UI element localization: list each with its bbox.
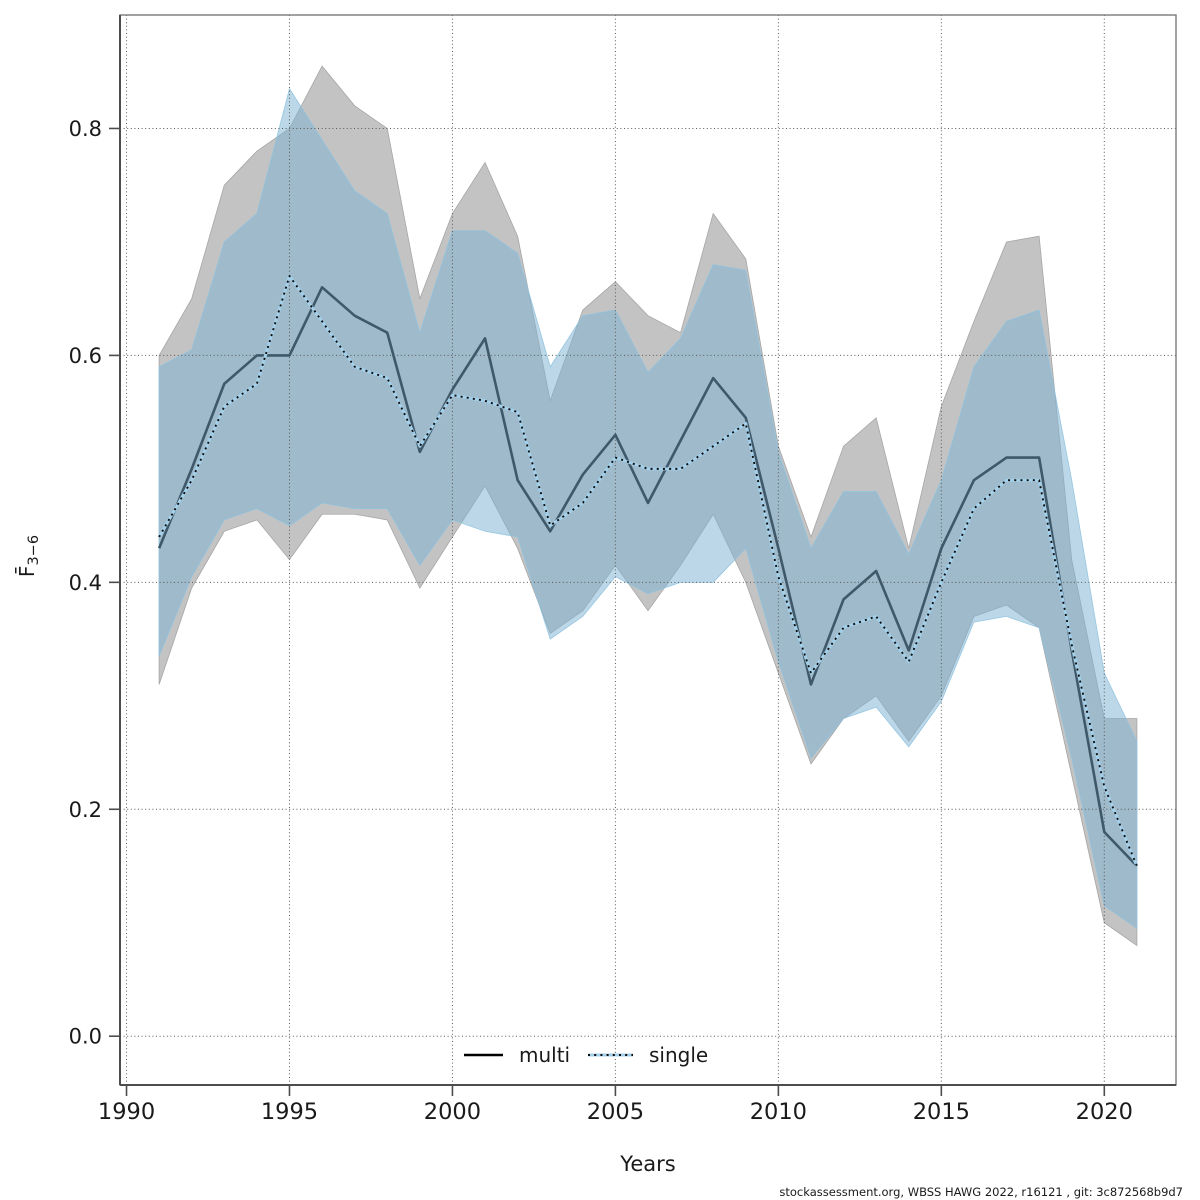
legend-multi-label: multi	[519, 1043, 570, 1067]
confidence-bands	[158, 65, 1138, 947]
x-tick-label-1995: 1995	[261, 1099, 318, 1125]
footer-attribution: stockassessment.org, WBSS HAWG 2022, r16…	[779, 1185, 1183, 1199]
legend-single-label: single	[649, 1043, 708, 1067]
legend: multi single	[464, 1043, 708, 1067]
y-axis-label-main: F̄	[14, 566, 39, 578]
x-tick-label-2015: 2015	[913, 1099, 970, 1125]
y-tick-label-0.0: 0.0	[69, 1025, 102, 1049]
single-line	[158, 275, 1138, 867]
x-axis-label: Years	[619, 1152, 675, 1176]
series-lines	[157, 274, 1139, 867]
y-tick-label-0.8: 0.8	[69, 117, 102, 141]
y-tick-labels: 0.0 0.2 0.4 0.6 0.8	[69, 117, 102, 1049]
single-confidence-band	[158, 87, 1138, 930]
x-tick-label-2005: 2005	[587, 1099, 644, 1125]
x-tick-labels: 1990 1995 2000 2005 2010 2015 2020	[98, 1099, 1133, 1125]
x-tick-label-2020: 2020	[1076, 1099, 1133, 1125]
y-tick-label-0.6: 0.6	[69, 344, 102, 368]
y-tick-label-0.2: 0.2	[69, 798, 102, 822]
y-axis-label: F̄3−6	[14, 535, 42, 577]
multi-line	[157, 286, 1138, 867]
x-tick-label-2010: 2010	[750, 1099, 807, 1125]
plot-frame	[119, 14, 1177, 1086]
y-tick-label-0.4: 0.4	[69, 571, 102, 595]
x-tick-label-1990: 1990	[98, 1099, 155, 1125]
x-tick-label-2000: 2000	[424, 1099, 481, 1125]
y-axis-label-subscript: 3−6	[26, 535, 42, 566]
axis-ticks	[109, 127, 1106, 1096]
